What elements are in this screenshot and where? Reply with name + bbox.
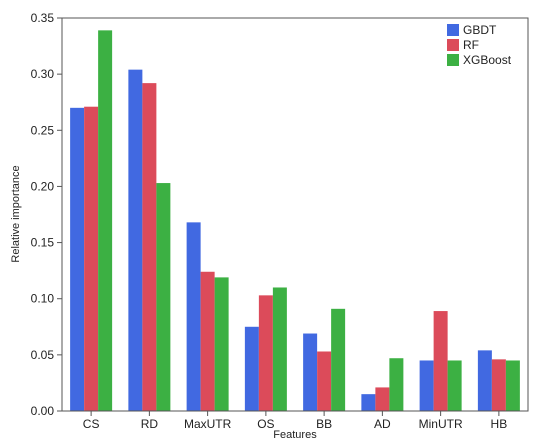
bar-xgboost-rd bbox=[156, 183, 171, 411]
y-tick-label: 0.25 bbox=[31, 123, 55, 137]
bar-gbdt-ad bbox=[361, 394, 376, 411]
x-tick-label: BB bbox=[316, 417, 332, 431]
bar-xgboost-minutr bbox=[447, 360, 462, 411]
y-tick-label: 0.10 bbox=[31, 292, 55, 306]
x-tick-label: MinUTR bbox=[419, 417, 463, 431]
x-tick-label: CS bbox=[83, 417, 100, 431]
bar-rf-ad bbox=[375, 387, 390, 411]
bar-gbdt-bb bbox=[303, 333, 318, 411]
bar-rf-bb bbox=[317, 351, 332, 411]
bar-rf-maxutr bbox=[200, 271, 215, 411]
y-axis-ticks: 0.00 0.05 0.10 0.15 0.20 0.25 0.30 0.35 bbox=[31, 11, 62, 418]
bar-rf-hb bbox=[491, 359, 506, 411]
legend-label-rf: RF bbox=[463, 38, 479, 52]
y-tick-label: 0.00 bbox=[31, 404, 55, 418]
bar-xgboost-ad bbox=[389, 358, 404, 411]
plot-frame bbox=[61, 17, 529, 412]
bar-gbdt-minutr bbox=[419, 360, 434, 411]
bar-xgboost-os bbox=[272, 287, 287, 411]
bar-gbdt-hb bbox=[477, 350, 492, 411]
bar-series-group bbox=[70, 30, 520, 411]
bar-xgboost-cs bbox=[98, 30, 113, 411]
y-axis-title: Relative importance bbox=[10, 165, 22, 262]
y-tick-label: 0.30 bbox=[31, 67, 55, 81]
x-axis-title: Features bbox=[273, 429, 317, 441]
legend-label-gbdt: GBDT bbox=[463, 23, 497, 37]
bar-rf-cs bbox=[84, 106, 99, 411]
bar-gbdt-os bbox=[244, 326, 259, 411]
bar-rf-os bbox=[258, 295, 273, 411]
x-tick-label: OS bbox=[257, 417, 274, 431]
bar-gbdt-rd bbox=[128, 69, 143, 411]
y-tick-label: 0.35 bbox=[31, 11, 55, 25]
y-tick-label: 0.20 bbox=[31, 179, 55, 193]
x-tick-label: AD bbox=[374, 417, 391, 431]
y-tick-label: 0.05 bbox=[31, 348, 55, 362]
x-tick-label: MaxUTR bbox=[184, 417, 232, 431]
bar-gbdt-cs bbox=[70, 107, 85, 411]
bar-rf-rd bbox=[142, 83, 157, 411]
y-tick-label: 0.15 bbox=[31, 236, 55, 250]
legend-swatch-gbdt bbox=[447, 24, 459, 36]
bar-rf-minutr bbox=[433, 311, 448, 411]
legend-swatch-rf bbox=[447, 39, 459, 51]
bar-xgboost-maxutr bbox=[214, 277, 229, 411]
legend-label-xgboost: XGBoost bbox=[463, 53, 512, 67]
x-tick-label: HB bbox=[491, 417, 508, 431]
bar-xgboost-bb bbox=[331, 308, 346, 411]
x-tick-label: RD bbox=[141, 417, 159, 431]
x-axis-ticks: CS RD MaxUTR OS BB AD MinUTR HB bbox=[83, 411, 507, 431]
bar-gbdt-maxutr bbox=[186, 222, 201, 411]
legend-swatch-xgboost bbox=[447, 54, 459, 66]
bar-xgboost-hb bbox=[505, 360, 520, 411]
